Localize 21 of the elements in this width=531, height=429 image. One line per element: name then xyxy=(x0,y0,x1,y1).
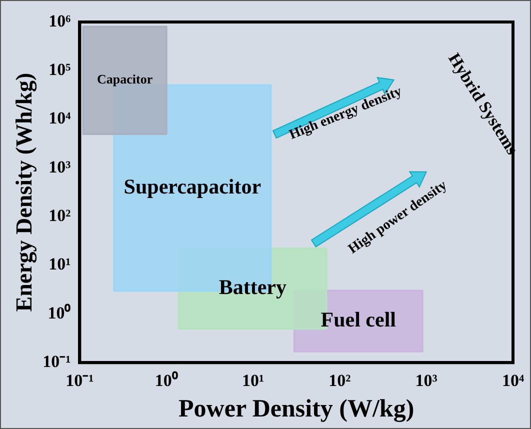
y-tick-label: 10⁴ xyxy=(48,108,71,128)
x-tick-label: 10² xyxy=(328,371,351,390)
x-axis-title: Power Density (W/kg) xyxy=(178,395,414,422)
x-tick-label: 10¹ xyxy=(242,371,264,390)
y-tick-label: 10² xyxy=(48,206,71,226)
y-axis-title: Energy Density (Wh/kg) xyxy=(12,72,38,312)
y-tick-label: 10³ xyxy=(48,157,71,176)
x-tick-label: 10⁻¹ xyxy=(66,371,94,390)
series-label: Capacitor xyxy=(97,72,153,87)
series-label: Battery xyxy=(218,275,287,300)
annotation: High energy density xyxy=(288,84,405,144)
y-tick-label: 10¹ xyxy=(48,254,71,274)
x-tick-label: 10³ xyxy=(415,371,438,390)
y-tick-label: 10⁻¹ xyxy=(42,352,71,371)
y-tick-label: 10⁶ xyxy=(48,11,71,30)
series-label: Fuel cell xyxy=(320,307,396,332)
x-tick-label: 10⁴ xyxy=(502,371,524,390)
y-tick-label: 10⁰ xyxy=(48,303,71,322)
x-tick-label: 10⁰ xyxy=(154,371,178,390)
y-tick-label: 10⁵ xyxy=(48,60,71,80)
series-label: Supercapacitor xyxy=(124,174,262,198)
